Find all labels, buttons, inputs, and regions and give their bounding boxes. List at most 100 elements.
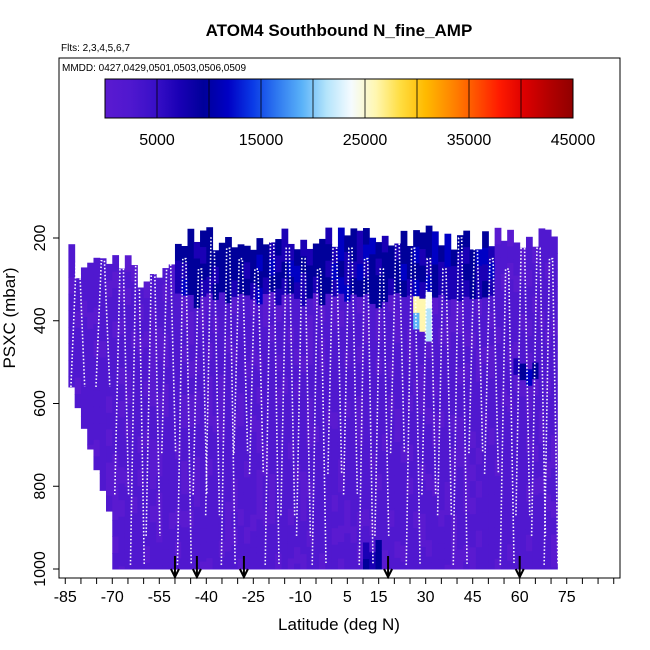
heatmap-cell [319, 238, 326, 256]
heatmap-cell [388, 493, 395, 511]
heatmap-cell [331, 346, 339, 364]
heatmap-cell [469, 530, 477, 548]
heatmap-cell [344, 318, 351, 336]
heatmap-cell [525, 501, 533, 519]
colorbar-tick-label: 45000 [551, 132, 596, 149]
heatmap-cell [312, 309, 320, 327]
heatmap-cell [268, 440, 276, 459]
heatmap-cell [513, 507, 521, 525]
heatmap-cell [500, 455, 508, 473]
heatmap-cell [287, 343, 295, 361]
heatmap-cell [237, 409, 245, 427]
heatmap-cell [275, 553, 283, 570]
heatmap-cell [500, 240, 508, 258]
heatmap-cell [519, 347, 527, 365]
heatmap-cell [444, 333, 452, 351]
heatmap-cell [488, 510, 496, 529]
heatmap-cell [174, 525, 182, 543]
heatmap-cell [250, 266, 257, 284]
heatmap-cell [281, 261, 289, 279]
heatmap-cell [281, 361, 289, 379]
heatmap-cell [425, 523, 433, 541]
heatmap-cell [331, 478, 339, 496]
heatmap-cell [206, 492, 214, 510]
heatmap-cell [394, 293, 402, 311]
heatmap-cell [99, 291, 107, 309]
heatmap-cell [137, 502, 145, 520]
heatmap-cell [200, 230, 207, 248]
heatmap-cell [381, 302, 389, 320]
heatmap-cell [463, 412, 471, 430]
heatmap-cell [525, 336, 533, 354]
heatmap-cell [350, 410, 358, 428]
heatmap-cell [419, 315, 427, 333]
heatmap-cell [425, 440, 433, 458]
heatmap-cell [337, 277, 345, 295]
heatmap-cell [413, 511, 420, 529]
heatmap-cell [463, 462, 471, 480]
heatmap-cell [187, 294, 195, 313]
heatmap-cell [494, 294, 502, 312]
heatmap-cell [131, 463, 138, 481]
heatmap-cell [457, 317, 464, 335]
heatmap-cell [394, 326, 402, 344]
heatmap-cell [525, 385, 533, 403]
heatmap-cell [337, 326, 345, 344]
heatmap-cell [500, 472, 508, 490]
heatmap-cell [181, 245, 188, 264]
takeoff-landing-markers [170, 556, 525, 580]
heatmap-cell [431, 479, 439, 497]
heatmap-cell [500, 273, 508, 291]
heatmap-cell [544, 544, 552, 562]
heatmap-cell [187, 245, 195, 263]
heatmap-cell [544, 395, 552, 413]
heatmap-cell [482, 496, 489, 514]
heatmap-cell [118, 434, 126, 452]
heatmap-cell [275, 421, 283, 439]
heatmap-cell [250, 431, 257, 449]
heatmap-cell [356, 280, 364, 298]
heatmap-cell [538, 493, 546, 511]
heatmap-cell [431, 231, 439, 249]
heatmap-cell [218, 490, 226, 509]
heatmap-cell [162, 284, 170, 302]
heatmap-cell [137, 469, 145, 487]
heatmap-cell [262, 476, 270, 494]
heatmap-cell [174, 425, 182, 444]
heatmap-cell [513, 242, 521, 260]
heatmap-cell [525, 369, 533, 387]
heatmap-cell [287, 475, 295, 493]
heatmap-cell [425, 374, 433, 392]
heatmap-cell [275, 338, 283, 356]
heatmap-cell [124, 536, 132, 554]
heatmap-cell [475, 365, 483, 383]
heatmap-cell [287, 541, 295, 559]
heatmap-cell [431, 247, 439, 265]
heatmap-cell [507, 428, 514, 446]
heatmap-cell [406, 361, 414, 379]
heatmap-cell [538, 278, 546, 296]
heatmap-cell [131, 364, 138, 382]
heatmap-cell [162, 350, 170, 368]
heatmap-cell [513, 275, 521, 293]
heatmap-cell [156, 426, 163, 444]
heatmap-cell [200, 561, 207, 570]
heatmap-cell [507, 262, 514, 280]
heatmap-cell [369, 303, 377, 321]
heatmap-cell [431, 429, 439, 448]
heatmap-cell [425, 308, 433, 326]
heatmap-cell [300, 239, 308, 257]
heatmap-cell [519, 562, 527, 570]
heatmap-cell [168, 446, 176, 464]
heatmap-cell [369, 254, 377, 272]
heatmap-cell [287, 442, 295, 460]
heatmap-cell [369, 287, 377, 305]
heatmap-cell [337, 244, 345, 262]
heatmap-cell [256, 403, 264, 421]
heatmap-cell [538, 410, 546, 428]
heatmap-cell [268, 341, 276, 359]
heatmap-cell [463, 329, 471, 347]
heatmap-cell [475, 481, 483, 499]
heatmap-cell [469, 381, 477, 399]
heatmap-cell [463, 561, 471, 570]
